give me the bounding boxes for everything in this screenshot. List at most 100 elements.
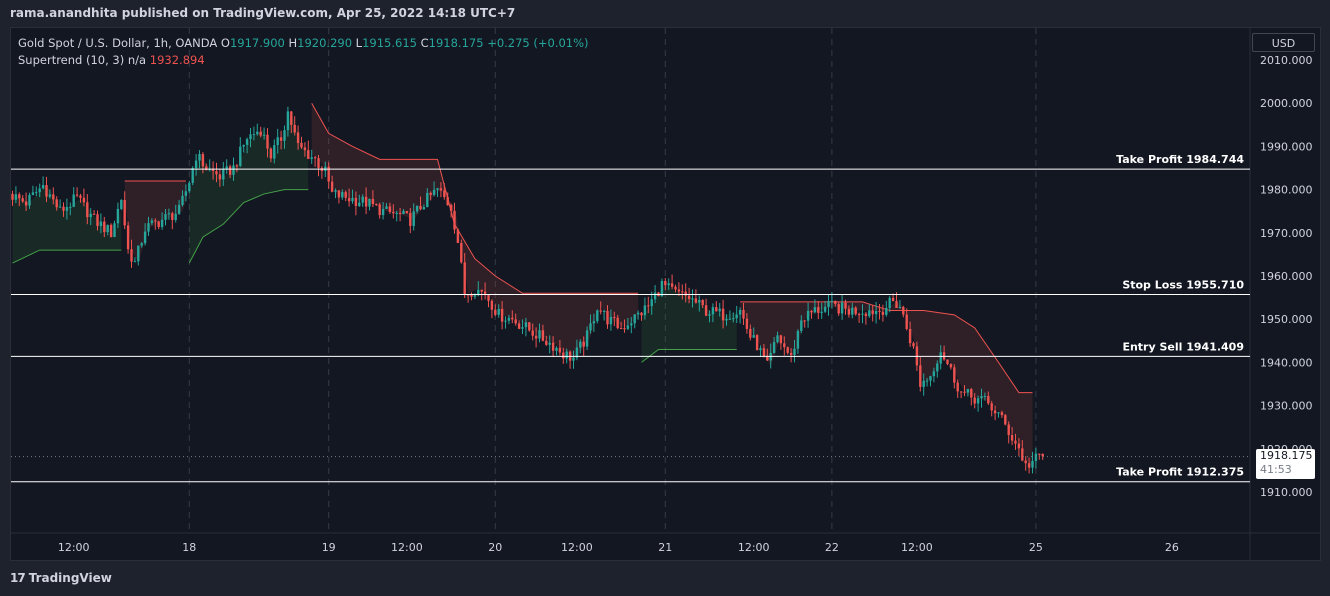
candle-body <box>541 330 545 341</box>
level-label: Entry Sell 1941.409 <box>1122 340 1244 353</box>
legend-row-indicator: Supertrend (10, 3) n/a 1932.894 <box>18 52 589 69</box>
candle-body <box>976 398 980 404</box>
time-tick-label: 12:00 <box>58 541 90 554</box>
candle-body <box>721 308 725 321</box>
candle-body <box>52 194 55 200</box>
candle-body <box>133 261 137 263</box>
candle-body <box>983 396 987 398</box>
last-price-value: 1918.175 <box>1260 449 1313 462</box>
indicator-name[interactable]: Supertrend (10, 3) <box>18 53 125 67</box>
candle-body <box>898 307 902 309</box>
candle-body <box>266 134 269 149</box>
candle-body <box>422 207 426 210</box>
indicator-value: 1932.894 <box>149 53 205 67</box>
candle-body <box>245 139 249 145</box>
last-price-tag: 1918.175 41:53 <box>1256 449 1315 479</box>
candle-body <box>919 365 922 387</box>
candle-body <box>966 389 970 393</box>
candle-body <box>191 168 194 183</box>
candle-body <box>813 307 817 313</box>
candle-body <box>184 191 188 196</box>
candle-body <box>351 197 354 202</box>
candle-body <box>687 295 691 299</box>
candle-body <box>851 307 854 315</box>
candle-body <box>840 302 844 314</box>
candle-body <box>742 310 745 319</box>
candle-body <box>293 124 296 133</box>
candle-body <box>626 325 630 329</box>
candle-body <box>164 214 167 220</box>
candle-body <box>269 148 273 159</box>
candle-body <box>242 144 245 147</box>
candle-body <box>990 403 993 411</box>
tradingview-brand[interactable]: 17 TradingView <box>10 571 112 585</box>
candle-body <box>776 335 779 343</box>
candle-body <box>718 308 721 312</box>
candle-body <box>728 318 732 320</box>
candle-body <box>113 223 116 237</box>
candle-body <box>109 224 113 237</box>
candle-body <box>555 347 558 351</box>
price-tick-label: 1970.000 <box>1260 227 1313 240</box>
candle-body <box>861 313 864 315</box>
time-tick-label: 19 <box>322 541 336 554</box>
candle-body <box>1024 460 1027 464</box>
candle-body <box>749 328 752 338</box>
high-value: 1920.290 <box>297 36 353 50</box>
candle-body <box>402 210 405 214</box>
candle-body <box>497 308 500 315</box>
candle-body <box>361 196 364 203</box>
time-tick-label: 12:00 <box>391 541 423 554</box>
candle-body <box>177 204 181 214</box>
candle-body <box>582 341 585 347</box>
time-tick-label: 25 <box>1029 541 1043 554</box>
candle-body <box>517 323 521 329</box>
candle-body <box>279 137 283 141</box>
candle-body <box>783 343 786 348</box>
candle-body <box>619 328 623 330</box>
candle-body <box>647 305 650 307</box>
candle-body <box>956 382 959 392</box>
candle-body <box>48 194 52 197</box>
close-label: C <box>420 36 429 50</box>
symbol-label[interactable]: Gold Spot / U.S. Dollar, 1h, OANDA <box>18 36 218 50</box>
candle-body <box>633 314 636 324</box>
candle-body <box>494 309 497 315</box>
currency-button[interactable]: USD <box>1252 33 1315 52</box>
candle-body <box>205 166 208 171</box>
candle-body <box>504 320 507 322</box>
price-tick-label: 2010.000 <box>1260 54 1313 67</box>
candle-body <box>123 199 126 226</box>
candle-body <box>103 221 106 233</box>
price-axis[interactable]: 1910.0001920.0001930.0001940.0001950.000… <box>1260 54 1313 499</box>
candle-body <box>181 195 184 205</box>
candle-body <box>167 213 171 215</box>
candle-body <box>439 188 443 191</box>
candle-body <box>803 320 806 322</box>
candle-body <box>538 330 541 339</box>
candle-body <box>249 134 252 140</box>
candle-body <box>429 192 432 195</box>
candle-body <box>500 308 504 322</box>
candle-body <box>470 294 473 297</box>
candle-body <box>1034 453 1038 461</box>
candle-body <box>235 165 239 167</box>
candle-body <box>69 206 72 208</box>
time-tick-label: 12:00 <box>561 541 593 554</box>
candle-body <box>987 396 990 404</box>
candle-body <box>35 192 38 194</box>
time-axis[interactable]: 12:00 18 19 12:00 20 12:00 21 12:00 22 12:00 25 26 <box>58 541 1179 554</box>
candle-body <box>344 192 347 198</box>
candle-body <box>902 307 905 315</box>
candle-body <box>592 321 596 324</box>
candle-body <box>31 192 35 195</box>
candle-body <box>823 306 827 312</box>
candle-body <box>303 147 307 151</box>
candle-body <box>446 197 449 206</box>
footer: 17 TradingView <box>0 561 1330 596</box>
candle-body <box>381 208 385 216</box>
candle-body <box>72 194 75 207</box>
supertrend-fill-up <box>12 185 122 264</box>
time-tick-label: 21 <box>658 541 672 554</box>
